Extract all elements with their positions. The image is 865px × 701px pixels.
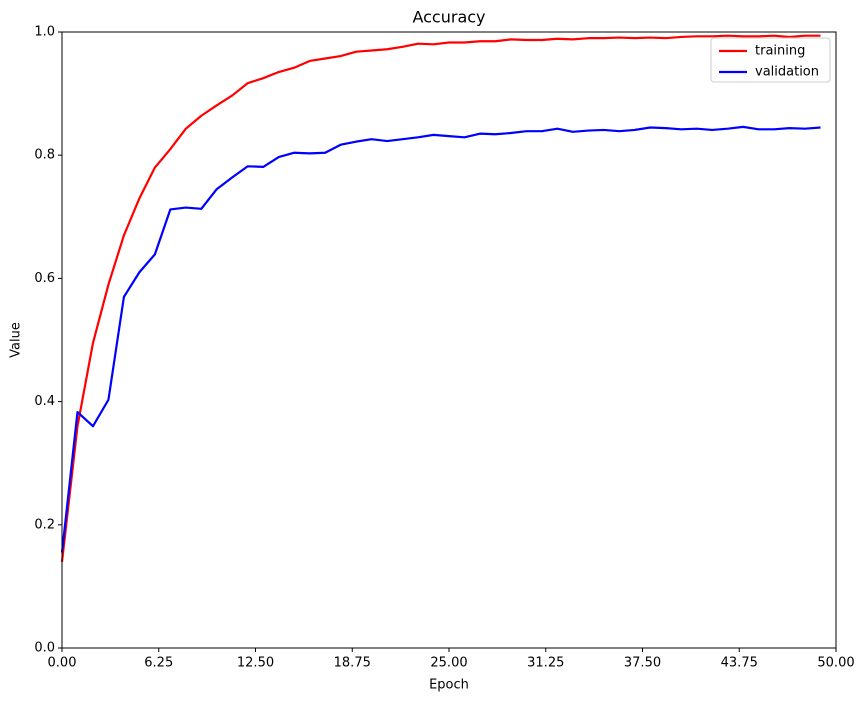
line-series — [60, 125, 821, 553]
x-tick-label: 18.75 — [334, 656, 371, 671]
line-series — [60, 34, 821, 562]
y-tick-label: 1.0 — [34, 25, 55, 40]
y-tick-label: 0.4 — [34, 394, 55, 409]
y-axis-label: Value — [9, 322, 24, 358]
x-tick-label: 25.00 — [430, 656, 467, 671]
x-tick-label: 31.25 — [527, 656, 564, 671]
chart-title: Accuracy — [412, 8, 485, 27]
x-tick-label: 50.00 — [817, 656, 854, 671]
y-tick-label: 0.0 — [34, 641, 55, 656]
x-tick-label: 0.00 — [48, 656, 77, 671]
y-tick-label: 0.2 — [34, 517, 55, 532]
y-tick-label: 0.6 — [34, 271, 55, 286]
x-tick-label: 37.50 — [624, 656, 661, 671]
x-axis-label: Epoch — [429, 678, 469, 693]
x-tick-label: 6.25 — [144, 656, 173, 671]
legend-label: training — [755, 44, 805, 59]
legend-label: validation — [755, 65, 819, 80]
x-tick-label: 12.50 — [237, 656, 274, 671]
y-tick-label: 0.8 — [34, 148, 55, 163]
plot-frame — [61, 31, 837, 649]
x-tick-label: 43.75 — [721, 656, 758, 671]
